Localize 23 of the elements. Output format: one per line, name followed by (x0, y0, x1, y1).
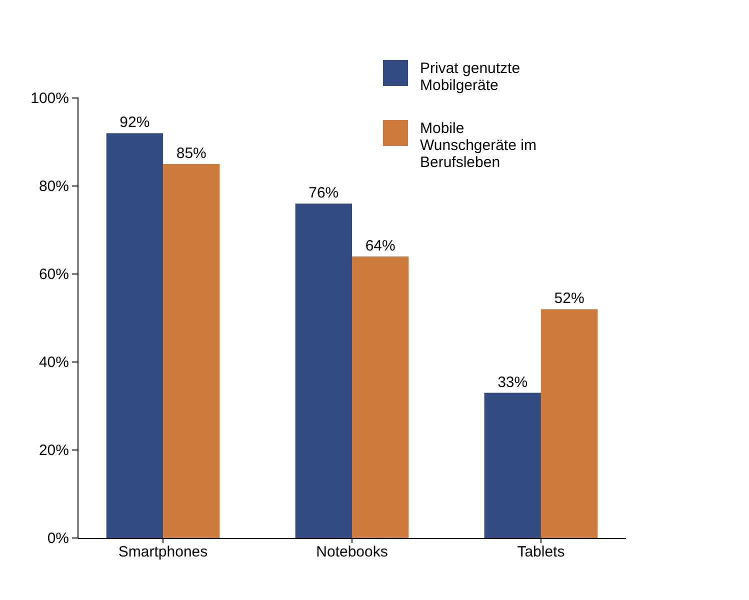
bar (484, 392, 541, 538)
y-tick-label: 100% (30, 90, 69, 107)
data-label: 85% (176, 145, 206, 162)
x-tick-label: Tablets (517, 544, 565, 561)
data-label: 33% (498, 374, 528, 391)
bar (163, 164, 220, 538)
y-tick-label: 20% (38, 442, 69, 459)
data-label: 52% (554, 290, 584, 308)
bar (540, 309, 598, 538)
legend-label: Mobile Wunschgeräte im Berufsleben (420, 120, 536, 171)
x-tick-label: Smartphones (118, 544, 208, 561)
x-tick-label: Notebooks (316, 544, 388, 561)
bar (352, 256, 409, 538)
legend-label: Privat genutzte Mobilgeräte (420, 60, 520, 94)
y-tick-label: 80% (38, 178, 69, 195)
data-label: 92% (120, 114, 150, 132)
y-tick-label: 0% (47, 530, 69, 547)
y-tick-label: 60% (38, 266, 69, 283)
bar (106, 133, 164, 538)
y-tick-label: 40% (38, 354, 69, 371)
bar (295, 204, 352, 538)
data-label: 76% (308, 184, 339, 202)
data-label: 64% (365, 237, 396, 254)
